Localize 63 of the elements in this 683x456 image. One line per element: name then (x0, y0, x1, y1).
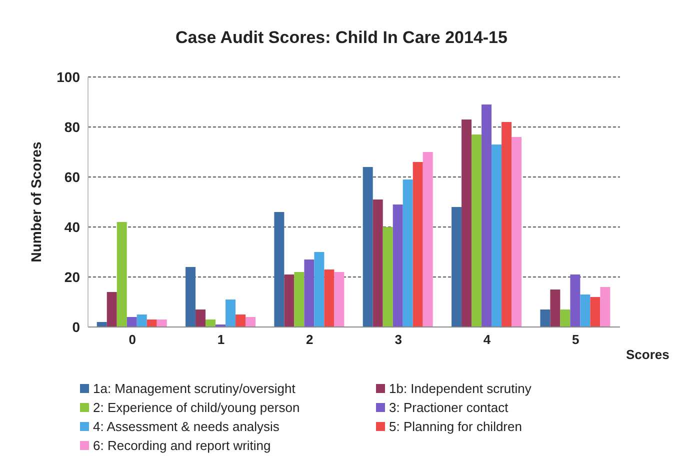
bar (600, 287, 610, 327)
bar (412, 162, 423, 327)
bar (392, 204, 403, 327)
bar (472, 134, 482, 327)
bar (540, 310, 550, 327)
bar (580, 294, 590, 327)
bar (462, 120, 472, 327)
legend-label: 5: Planning for children (389, 419, 522, 434)
bar (492, 144, 502, 327)
bar (294, 272, 304, 327)
bar (284, 274, 294, 327)
bar (156, 320, 167, 327)
legend-label: 6: Recording and report writing (93, 438, 271, 453)
bar (550, 290, 560, 327)
bar (482, 104, 492, 327)
bar (334, 272, 344, 327)
y-tick-label: 60 (64, 168, 80, 185)
bar (402, 180, 413, 327)
bar (126, 317, 137, 327)
y-tick-label: 0 (72, 318, 80, 335)
legend-label: 1b: Independent scrutiny (389, 381, 532, 396)
x-tick-label: 5 (572, 332, 580, 348)
y-tick-label: 100 (56, 68, 80, 85)
bar (304, 260, 314, 327)
y-tick-label: 20 (64, 268, 80, 285)
x-tick-label: 3 (394, 332, 402, 348)
bar (236, 314, 246, 327)
bar (324, 270, 334, 327)
x-axis-title: Scores (626, 347, 670, 362)
bar (502, 122, 512, 327)
bar (274, 212, 284, 327)
bar (590, 297, 600, 327)
bar (570, 274, 580, 327)
y-axis-title: Number of Scores (28, 141, 44, 262)
legend-label: 3: Practioner contact (389, 400, 508, 415)
bar (314, 252, 324, 327)
bar (196, 310, 206, 327)
legend-label: 2: Experience of child/young person (93, 400, 300, 415)
bar (362, 167, 373, 327)
bar (116, 222, 127, 327)
bar (186, 267, 196, 327)
y-tick-label: 80 (64, 118, 80, 135)
y-tick-label: 40 (64, 218, 80, 235)
bar (560, 310, 570, 327)
bar (512, 137, 522, 327)
bar (206, 320, 216, 327)
bar (422, 152, 433, 327)
x-tick-label: 2 (306, 332, 314, 348)
bar (106, 292, 117, 327)
bar (372, 200, 383, 327)
legend-label: 1a: Management scrutiny/oversight (93, 381, 296, 396)
x-tick-label: 0 (128, 332, 136, 348)
bar (382, 227, 393, 327)
bar (136, 314, 147, 327)
x-tick-label: 4 (483, 332, 492, 348)
bar (146, 320, 157, 327)
bar (96, 322, 107, 327)
chart-title: Case Audit Scores: Child In Care 2014-15 (174, 28, 508, 48)
x-tick-label: 1 (217, 332, 225, 348)
legend-label: 4: Assessment & needs analysis (93, 419, 280, 434)
bar (452, 207, 462, 327)
bar (226, 300, 236, 327)
bar (246, 317, 256, 327)
